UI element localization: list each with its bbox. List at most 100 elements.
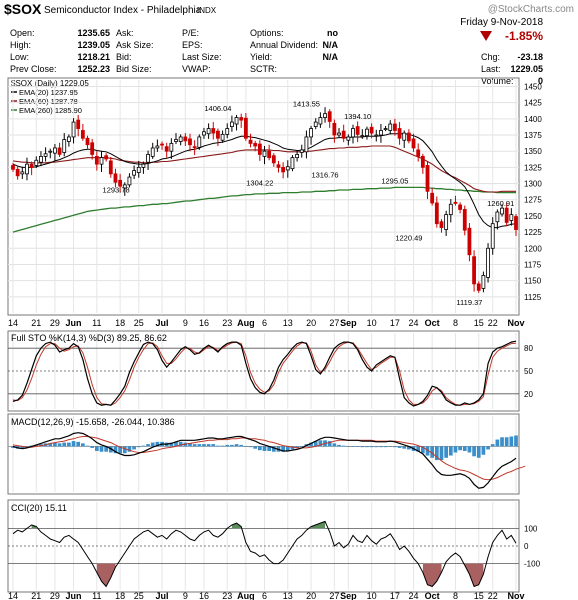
macd-line xyxy=(12,432,517,489)
macd-hist-bar xyxy=(285,446,290,451)
candle-body xyxy=(160,143,164,146)
candle-body xyxy=(295,154,300,159)
candle-body xyxy=(462,209,467,231)
x-tick-label: Jul xyxy=(156,318,169,328)
candle-body xyxy=(355,126,360,135)
candle-body xyxy=(351,128,355,138)
candle-body xyxy=(188,138,192,146)
macd-hist-bar xyxy=(20,446,25,449)
sto-y-tick: 50 xyxy=(524,367,533,376)
candle-body xyxy=(369,126,374,134)
price-annotation: 1406.04 xyxy=(204,104,231,113)
macd-hist-bar xyxy=(206,444,211,447)
macd-hist-bar xyxy=(178,441,183,447)
candle-body xyxy=(406,132,411,142)
candle-body xyxy=(66,136,71,142)
candle-body xyxy=(416,149,421,157)
candle-body xyxy=(393,123,397,131)
candle-body xyxy=(388,123,393,131)
y-tick-label: 1450 xyxy=(524,82,542,91)
candle-body xyxy=(136,166,141,173)
x-tick-label-bottom: 11 xyxy=(92,591,101,600)
macd-hist-bar xyxy=(225,444,230,447)
candle-body xyxy=(76,119,81,129)
index-name: Semiconductor Index - Philadelphia xyxy=(44,5,202,16)
price-annotation: 1316.76 xyxy=(311,171,338,180)
cci-line xyxy=(12,520,517,588)
macd-hist-bar xyxy=(150,442,155,447)
macd-hist-bar xyxy=(425,446,430,456)
header-date: Friday 9-Nov-2018 xyxy=(460,17,543,28)
x-tick-label-bottom: 20 xyxy=(306,591,316,600)
candle-body xyxy=(476,283,481,291)
cci-fill-negative xyxy=(96,563,116,587)
candle-body xyxy=(85,137,90,146)
candle-body xyxy=(490,223,495,249)
macd-hist-bar xyxy=(57,443,62,447)
macd-hist-bar xyxy=(421,446,425,454)
x-tick-label-bottom: Nov xyxy=(507,591,524,600)
x-tick-label: 14 xyxy=(8,318,18,328)
candle-body xyxy=(239,117,244,121)
stat-value: no xyxy=(327,28,338,38)
candle-body xyxy=(220,133,225,141)
candle-body xyxy=(486,247,490,278)
price-annotation: 1220.49 xyxy=(395,234,422,243)
candle-body xyxy=(174,139,178,142)
cci-y-tick: 0 xyxy=(524,542,529,551)
candle-body xyxy=(48,150,53,153)
macd-hist-bar xyxy=(313,441,318,447)
y-tick-label: 1150 xyxy=(524,277,542,286)
candle-body xyxy=(448,203,453,216)
candle-body xyxy=(104,155,109,160)
candle-body xyxy=(39,155,43,163)
sto-d-line xyxy=(12,341,517,406)
macd-hist-bar xyxy=(407,446,411,450)
stat-label: Last Size: xyxy=(182,52,222,62)
candle-body xyxy=(383,128,388,130)
candle-body xyxy=(20,171,25,175)
x-tick-label: 15 xyxy=(474,318,484,328)
stat-label: Ask: xyxy=(116,28,134,38)
date-axis-bottom: 14 21 29 Jun 11 18 25 Jul 9 16 23 Aug 6 13 20 27 Sep 10 17… xyxy=(8,591,525,600)
price-annotation: 1293.78 xyxy=(103,186,130,195)
candle-body xyxy=(439,221,444,228)
macd-hist-bar xyxy=(11,446,15,448)
macd-hist-bar xyxy=(220,445,225,447)
macd-hist-bar xyxy=(481,446,486,455)
macd-hist-bar xyxy=(509,436,514,447)
price-grid xyxy=(8,80,519,590)
cci-fill-negative xyxy=(464,563,484,587)
stat-value: -23.18 xyxy=(517,52,543,62)
macd-hist-bar xyxy=(174,441,178,447)
candle-body xyxy=(323,113,327,118)
macd-panel: MACD(12,26,9) -15.658, -26.044, 10.386 xyxy=(7,413,526,495)
macd-hist-bar xyxy=(341,445,346,447)
candle-body xyxy=(183,136,188,142)
macd-hist-bar xyxy=(99,446,104,452)
macd-hist-bar xyxy=(155,441,160,447)
stat-label: VWAP: xyxy=(182,64,211,74)
cci-panel: CCI(20) 15.11 100 0 -100 xyxy=(7,499,541,593)
macd-hist-bar xyxy=(48,443,53,447)
candle-body xyxy=(146,154,150,163)
y-tick-label: 1350 xyxy=(524,147,542,156)
macd-hist-bar xyxy=(327,441,332,447)
sto-y-tick: 80 xyxy=(524,344,533,353)
x-tick-label: 21 xyxy=(31,318,41,328)
candle-body xyxy=(472,256,476,285)
candle-body xyxy=(178,136,183,142)
candle-body xyxy=(99,157,104,165)
x-tick-label-bottom: Sep xyxy=(340,591,357,600)
x-tick-label-bottom: 13 xyxy=(283,591,293,600)
candle-body xyxy=(62,139,67,153)
stat-label: Options: xyxy=(250,28,284,38)
stat-label: P/E: xyxy=(182,28,199,38)
price-panel-frame xyxy=(7,77,520,316)
stats-block: Open: 1235.65 High: 1239.05 Low: 1218.21 Prev … xyxy=(10,28,543,86)
stat-value: 1239.05 xyxy=(77,40,110,50)
stat-label: EPS: xyxy=(182,40,203,50)
x-tick-label-bottom: 23 xyxy=(222,591,232,600)
macd-hist-bar xyxy=(253,446,258,449)
macd-hist-bar xyxy=(430,446,435,458)
